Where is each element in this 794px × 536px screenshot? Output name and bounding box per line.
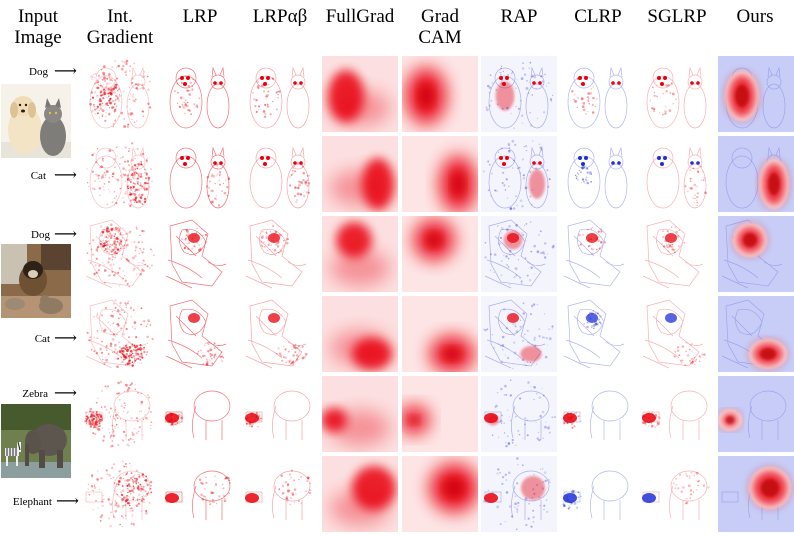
row-label-dog-2: Dog xyxy=(31,229,50,241)
heatmap-lrpab-row-3 xyxy=(242,216,318,292)
heatmap-gradcam-row-2 xyxy=(402,136,478,212)
heatmap-lrp-row-2 xyxy=(162,136,238,212)
heatmap-fullgrad-row-2 xyxy=(322,136,398,212)
heatmap-lrpab-row-1 xyxy=(242,56,318,132)
heatmap-ig-row-5 xyxy=(82,376,158,452)
heatmap-lrp-row-4 xyxy=(162,296,238,372)
row-arrow-3: ⟶ xyxy=(54,226,77,243)
heatmap-fullgrad-row-4 xyxy=(322,296,398,372)
header-clrp: CLRP xyxy=(574,6,622,27)
heatmap-ig-row-6 xyxy=(82,456,158,532)
heatmap-clrp-row-5 xyxy=(560,376,636,452)
heatmap-lrp-row-3 xyxy=(162,216,238,292)
input-photo-zebra-elephant xyxy=(1,404,71,478)
heatmap-gradcam-row-1 xyxy=(402,56,478,132)
row-arrow-2: ⟶ xyxy=(54,167,77,184)
heatmap-ours-row-6 xyxy=(718,456,794,532)
heatmap-rap-row-5 xyxy=(481,376,557,452)
heatmap-lrpab-row-4 xyxy=(242,296,318,372)
row-label-dog-1: Dog xyxy=(29,66,48,78)
header-rap: RAP xyxy=(500,6,538,27)
heatmap-rap-row-3 xyxy=(481,216,557,292)
input-photo-dog-cat xyxy=(1,84,71,158)
heatmap-ours-row-1 xyxy=(718,56,794,132)
heatmap-fullgrad-row-1 xyxy=(322,56,398,132)
heatmap-rap-row-2 xyxy=(481,136,557,212)
row-label-elephant: Elephant xyxy=(12,496,52,508)
heatmap-sglrp-row-1 xyxy=(639,56,715,132)
heatmap-ig-row-1 xyxy=(82,56,158,132)
heatmap-fullgrad-row-5 xyxy=(322,376,398,452)
heatmap-lrp-row-5 xyxy=(162,376,238,452)
heatmap-rap-row-6 xyxy=(481,456,557,532)
heatmap-clrp-row-6 xyxy=(560,456,636,532)
heatmap-clrp-row-4 xyxy=(560,296,636,372)
header-ours: Ours xyxy=(736,6,774,27)
heatmap-sglrp-row-3 xyxy=(639,216,715,292)
heatmap-lrpab-row-2 xyxy=(242,136,318,212)
heatmap-clrp-row-1 xyxy=(560,56,636,132)
heatmap-lrp-row-1 xyxy=(162,56,238,132)
heatmap-sglrp-row-2 xyxy=(639,136,715,212)
heatmap-clrp-row-2 xyxy=(560,136,636,212)
row-arrow-5: ⟶ xyxy=(54,385,77,402)
heatmap-fullgrad-row-3 xyxy=(322,216,398,292)
heatmap-sglrp-row-6 xyxy=(639,456,715,532)
heatmap-rap-row-1 xyxy=(481,56,557,132)
heatmap-lrpab-row-5 xyxy=(242,376,318,452)
input-photo-dog-cat-indoor xyxy=(1,244,71,318)
header-gradcam: Grad CAM xyxy=(418,6,462,48)
heatmap-ours-row-5 xyxy=(718,376,794,452)
row-label-cat-2: Cat xyxy=(34,333,50,345)
header-lrp-alpha-beta: LRPαβ xyxy=(252,6,308,27)
heatmap-gradcam-row-6 xyxy=(402,456,478,532)
heatmap-ig-row-2 xyxy=(82,136,158,212)
heatmap-gradcam-row-3 xyxy=(402,216,478,292)
header-lrp: LRP xyxy=(182,6,218,27)
header-sglrp: SGLRP xyxy=(647,6,707,27)
row-label-cat-1: Cat xyxy=(30,170,46,182)
heatmap-gradcam-row-4 xyxy=(402,296,478,372)
header-input: Input Image xyxy=(14,6,62,48)
heatmap-gradcam-row-5 xyxy=(402,376,478,452)
heatmap-clrp-row-3 xyxy=(560,216,636,292)
heatmap-sglrp-row-5 xyxy=(639,376,715,452)
heatmap-ig-row-4 xyxy=(82,296,158,372)
heatmap-sglrp-row-4 xyxy=(639,296,715,372)
heatmap-rap-row-4 xyxy=(481,296,557,372)
row-label-zebra: Zebra xyxy=(22,388,48,400)
heatmap-lrp-row-6 xyxy=(162,456,238,532)
header-int-gradient: Int. Gradient xyxy=(86,6,154,48)
heatmap-lrpab-row-6 xyxy=(242,456,318,532)
row-arrow-4: ⟶ xyxy=(54,330,77,347)
header-fullgrad: FullGrad xyxy=(325,6,395,27)
heatmap-ours-row-3 xyxy=(718,216,794,292)
row-arrow-1: ⟶ xyxy=(54,63,77,80)
heatmap-ours-row-2 xyxy=(718,136,794,212)
row-arrow-6: ⟶ xyxy=(56,493,79,510)
heatmap-fullgrad-row-6 xyxy=(322,456,398,532)
heatmap-ours-row-4 xyxy=(718,296,794,372)
heatmap-ig-row-3 xyxy=(82,216,158,292)
